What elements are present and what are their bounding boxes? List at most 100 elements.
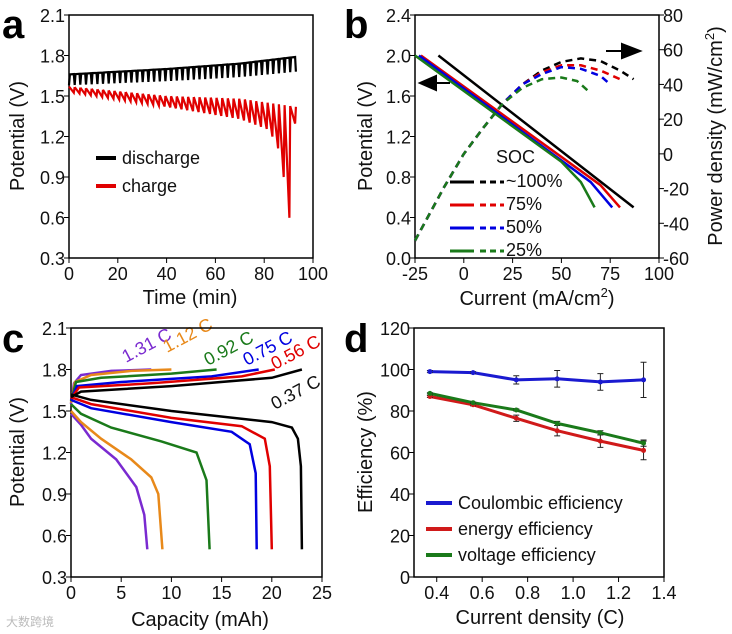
c-xtick-label: 5 xyxy=(116,583,126,603)
b-xlabel-main: Current (mA/cm xyxy=(459,288,600,310)
c-charge-0.56 C xyxy=(69,368,276,400)
right-arrow-icon xyxy=(606,42,643,60)
b-ytick-label: 1.6 xyxy=(386,87,411,107)
b-xlabel-sup: 2 xyxy=(601,285,608,300)
c-xtick-label: 15 xyxy=(212,583,232,603)
panel-letter-a: a xyxy=(2,3,25,47)
d-legend-voltage: voltage efficiency xyxy=(458,545,596,565)
a-ylabel: Potential (V) xyxy=(7,81,29,191)
b-ytick-label: 0.8 xyxy=(386,168,411,188)
b-ytick-label: 0.4 xyxy=(386,209,411,229)
b-legend-title: SOC xyxy=(496,147,535,167)
b-ytick-label: 1.2 xyxy=(386,128,411,148)
a-ytick-label: 0.3 xyxy=(40,249,65,269)
b-ylabel2-end: ) xyxy=(705,26,727,33)
d-ylabel: Efficiency (%) xyxy=(355,391,377,513)
b-ytick-right-label: 20 xyxy=(663,110,683,130)
d-xtick-label: 0.4 xyxy=(424,583,449,603)
a-ytick-label: 1.2 xyxy=(40,128,65,148)
d-point xyxy=(427,369,433,375)
b-xtick-label: 100 xyxy=(644,264,674,284)
a-ytick-label: 1.5 xyxy=(40,87,65,107)
d-point xyxy=(427,390,433,396)
b-xtick-label: 50 xyxy=(551,264,571,284)
b-xtick-label: 75 xyxy=(600,264,620,284)
a-xtick-label: 80 xyxy=(254,264,274,284)
b-legend-50: 50% xyxy=(506,217,542,237)
a-series-discharge xyxy=(67,55,297,86)
c-discharge-0.75 C xyxy=(70,398,258,550)
d-xtick-label: 0.6 xyxy=(470,583,495,603)
d-point xyxy=(597,430,603,436)
a-ytick-label: 0.6 xyxy=(40,209,65,229)
a-ytick-label: 0.9 xyxy=(40,168,65,188)
panel-letter-d: d xyxy=(344,317,368,361)
b-xtick-label: 0 xyxy=(459,264,469,284)
b-ytick-right-label: 80 xyxy=(663,6,683,26)
b-voltage-50% xyxy=(418,54,614,209)
d-line-energy efficiency xyxy=(429,395,644,452)
b-legend-100: ~100% xyxy=(506,171,563,191)
b-legend-25: 25% xyxy=(506,240,542,260)
b-ylabel2-main: Power density (mW/cm xyxy=(705,40,727,246)
b-ytick-right-label: 0 xyxy=(663,145,673,165)
left-arrow-icon xyxy=(417,74,450,92)
c-ytick-label: 1.5 xyxy=(42,402,67,422)
d-ytick-label: 80 xyxy=(390,402,410,422)
b-ytick-label: 2.0 xyxy=(386,47,411,67)
b-ytick-label: 0.0 xyxy=(386,249,411,269)
b-ylabel2-sup: 2 xyxy=(702,33,717,40)
panel-letter-b: b xyxy=(344,3,368,47)
b-ytick-right-label: 60 xyxy=(663,41,683,61)
b-ytick-right-label: 40 xyxy=(663,75,683,95)
c-xtick-label: 20 xyxy=(262,583,282,603)
b-xtick-label: 25 xyxy=(503,264,523,284)
c-xtick-label: 0 xyxy=(66,583,76,603)
d-ytick-label: 40 xyxy=(390,485,410,505)
c-discharge-1.12 C xyxy=(70,410,164,550)
d-ytick-label: 20 xyxy=(390,527,410,547)
d-legend-energy: energy efficiency xyxy=(458,519,593,539)
d-point xyxy=(513,377,519,383)
a-xtick-label: 20 xyxy=(108,264,128,284)
d-plot-frame xyxy=(413,327,665,578)
d-line-Coulombic efficiency xyxy=(429,370,644,384)
c-discharge-0.37 C xyxy=(70,393,304,550)
c-xtick-label: 25 xyxy=(312,583,332,603)
d-point xyxy=(513,415,519,421)
a-ytick-label: 1.8 xyxy=(40,47,65,67)
a-ytick-label: 2.1 xyxy=(40,6,65,26)
b-xtick-label: -25 xyxy=(402,264,428,284)
d-point xyxy=(641,440,647,446)
d-point xyxy=(513,407,519,413)
d-point xyxy=(597,438,603,444)
d-point xyxy=(641,447,647,453)
a-xtick-label: 60 xyxy=(205,264,225,284)
c-xlabel: Capacity (mAh) xyxy=(131,609,269,631)
d-line-voltage efficiency xyxy=(429,391,644,445)
c-ytick-label: 2.1 xyxy=(42,319,67,339)
b-ylabel-right: Power density (mW/cm2) xyxy=(702,26,727,246)
b-ytick-right-label: -60 xyxy=(663,249,689,269)
b-ytick-label: 2.4 xyxy=(386,6,411,26)
c-discharge-0.92 C xyxy=(70,403,211,550)
a-legend-charge: charge xyxy=(122,176,177,196)
a-xlabel: Time (min) xyxy=(143,287,238,309)
a-series-charge xyxy=(68,85,297,218)
d-xtick-label: 1.2 xyxy=(606,583,631,603)
a-xtick-label: 40 xyxy=(157,264,177,284)
b-ylabel: Potential (V) xyxy=(355,81,377,191)
c-ytick-label: 0.3 xyxy=(42,568,67,588)
watermark: 大数跨境 xyxy=(6,614,54,629)
a-xtick-label: 100 xyxy=(298,264,328,284)
d-xtick-label: 1.0 xyxy=(561,583,586,603)
a-xtick-label: 0 xyxy=(64,264,74,284)
d-point xyxy=(470,370,476,376)
c-xtick-label: 10 xyxy=(161,583,181,603)
d-xtick-label: 1.4 xyxy=(651,583,676,603)
c-ytick-label: 0.6 xyxy=(42,527,67,547)
d-point xyxy=(554,428,560,434)
b-voltage-~100% xyxy=(437,54,635,209)
b-ytick-right-label: -20 xyxy=(663,180,689,200)
